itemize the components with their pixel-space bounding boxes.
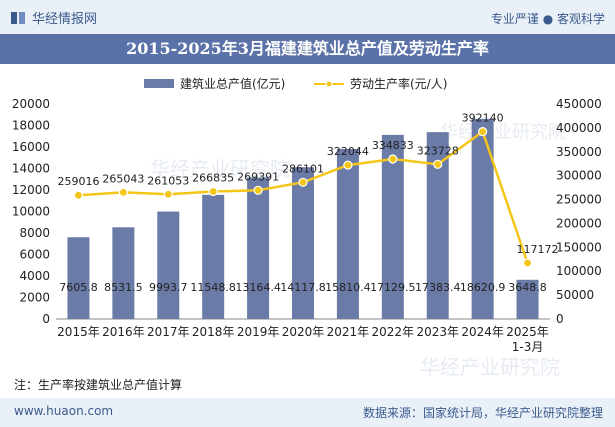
brand-logo-icon <box>11 11 25 24</box>
data-source: 数据来源：国家统计局，华经产业研究院整理 <box>362 406 603 420</box>
watermark: 华经产业研究院 <box>420 355 560 379</box>
bar <box>471 118 494 320</box>
line-point <box>478 127 488 137</box>
line-point <box>343 160 353 170</box>
y-right-tick-label: 200000 <box>556 216 602 230</box>
y-right-tick-label: 400000 <box>556 121 602 135</box>
bar-value-label: 18620.9 <box>460 281 506 294</box>
x-tick-label: 2019年 <box>237 325 280 339</box>
y-left-tick-label: 16000 <box>12 140 50 154</box>
y-right-tick-label: 350000 <box>556 145 602 159</box>
bar <box>157 211 180 319</box>
line-value-label: 323728 <box>417 144 459 157</box>
line-value-label: 117172 <box>517 243 559 256</box>
bar <box>247 177 270 319</box>
y-left-tick-label: 20000 <box>12 97 50 111</box>
line-point <box>118 187 128 197</box>
line-series <box>73 127 533 268</box>
axes: 0 2000 4000 6000 8000 10000 12000 14000 16000 180… <box>12 97 602 354</box>
line-value-label: 392140 <box>462 112 504 125</box>
chart-note: 注：生产率按建筑业总产值计算 <box>14 378 183 392</box>
line-point <box>253 185 263 195</box>
bar-value-label: 9993.7 <box>149 281 188 294</box>
bar <box>426 132 449 319</box>
legend-line-marker <box>325 80 333 88</box>
line-value-label: 286101 <box>282 162 324 175</box>
y-left-tick-label: 12000 <box>12 183 50 197</box>
x-tick-label: 2016年 <box>102 325 145 339</box>
line-point <box>163 189 173 199</box>
line-value-label: 266835 <box>192 172 234 185</box>
y-left-tick-label: 18000 <box>12 119 50 133</box>
y-right-tick-label: 0 <box>556 312 564 326</box>
y-left-tick-label: 0 <box>42 312 50 326</box>
x-tick-label: 2024年 <box>461 325 504 339</box>
watermark: 华经产业研究院 <box>150 157 290 181</box>
bar-value-label: 17383.4 <box>415 281 461 294</box>
tagline: 专业严谨 ● 客观科学 <box>490 12 605 26</box>
chart-title: 2015-2025年3月福建建筑业总产值及劳动生产率 <box>0 34 615 64</box>
bar-value-label: 13164.4 <box>235 281 281 294</box>
top-banner: 华经情报网 专业严谨 ● 客观科学 <box>0 0 615 34</box>
y-left-tick-label: 10000 <box>12 205 50 219</box>
bar-value-label: 17129.5 <box>370 281 416 294</box>
line-point <box>208 186 218 197</box>
y-right-tick-label: 450000 <box>556 97 602 111</box>
bar <box>112 227 135 319</box>
y-right-tick-label: 50000 <box>556 288 594 302</box>
legend-bar-swatch <box>144 79 174 88</box>
bar <box>67 237 90 319</box>
footer: www.huaon.com 数据来源：国家统计局，华经产业研究院整理 <box>0 398 615 427</box>
x-tick-label: 2022年 <box>372 325 415 339</box>
y-right-tick-label: 100000 <box>556 264 602 278</box>
line-value-label: 334833 <box>372 139 414 152</box>
line-point <box>388 154 398 164</box>
line-value-label: 322044 <box>327 145 369 158</box>
line-value-label: 265043 <box>102 172 144 185</box>
line-value-label: 269391 <box>237 170 279 183</box>
y-right-tick-label: 150000 <box>556 240 602 254</box>
x-tick-label: 2015年 <box>57 325 100 339</box>
line-value-label: 259016 <box>57 175 99 188</box>
footer-url[interactable]: www.huaon.com <box>14 404 114 418</box>
y-right-tick-label: 250000 <box>556 193 602 207</box>
x-tick-label: 2023年 <box>416 325 459 339</box>
bar-value-label: 15810.4 <box>325 281 371 294</box>
line-point <box>298 177 308 187</box>
x-tick-label: 2021年 <box>327 325 370 339</box>
y-left-tick-label: 2000 <box>19 291 50 305</box>
line-value-label: 261053 <box>147 174 189 187</box>
bar <box>516 279 539 319</box>
chart: 建筑业总产值(亿元) 劳动生产率(元/人) 华经产业研究院 华经产业研究院 华经… <box>12 76 602 379</box>
brand-name: 华经情报网 <box>32 12 98 27</box>
legend-bar-label: 建筑业总产值(亿元) <box>180 76 285 91</box>
bar-value-label: 3648.8 <box>508 281 547 294</box>
x-tick-label: 2020年 <box>282 325 325 339</box>
bar <box>336 149 359 319</box>
watermark: 华经产业研究院 <box>440 122 566 143</box>
line-point <box>522 258 533 268</box>
bars <box>67 118 539 320</box>
y-left-tick-label: 14000 <box>12 162 50 176</box>
brand[interactable]: 华经情报网 <box>10 8 97 27</box>
legend-line-label: 劳动生产率(元/人) <box>350 76 447 91</box>
x-tick-label: 2025年 1-3月 <box>506 325 549 354</box>
bar-value-label: 7605.8 <box>59 281 98 294</box>
line-point <box>433 159 443 169</box>
y-left-tick-label: 8000 <box>19 226 50 240</box>
x-tick-label: 2018年 <box>192 325 235 339</box>
bar <box>292 167 314 319</box>
legend: 建筑业总产值(亿元) 劳动生产率(元/人) <box>144 76 447 91</box>
y-right-tick-label: 300000 <box>556 169 602 183</box>
bar-value-label: 14117.8 <box>280 281 326 294</box>
y-left-tick-label: 6000 <box>19 248 50 262</box>
data-labels: 7605.8 8531.5 9993.7 11548.8 13164.4 14117.8 1… <box>57 112 558 294</box>
y-left-tick-label: 4000 <box>19 269 50 283</box>
x-tick-label: 2017年 <box>147 325 190 339</box>
bar <box>381 134 404 319</box>
bar-value-label: 8531.5 <box>104 281 143 294</box>
bar <box>202 194 225 319</box>
line-point <box>73 190 84 200</box>
bar-value-label: 11548.8 <box>190 281 236 294</box>
